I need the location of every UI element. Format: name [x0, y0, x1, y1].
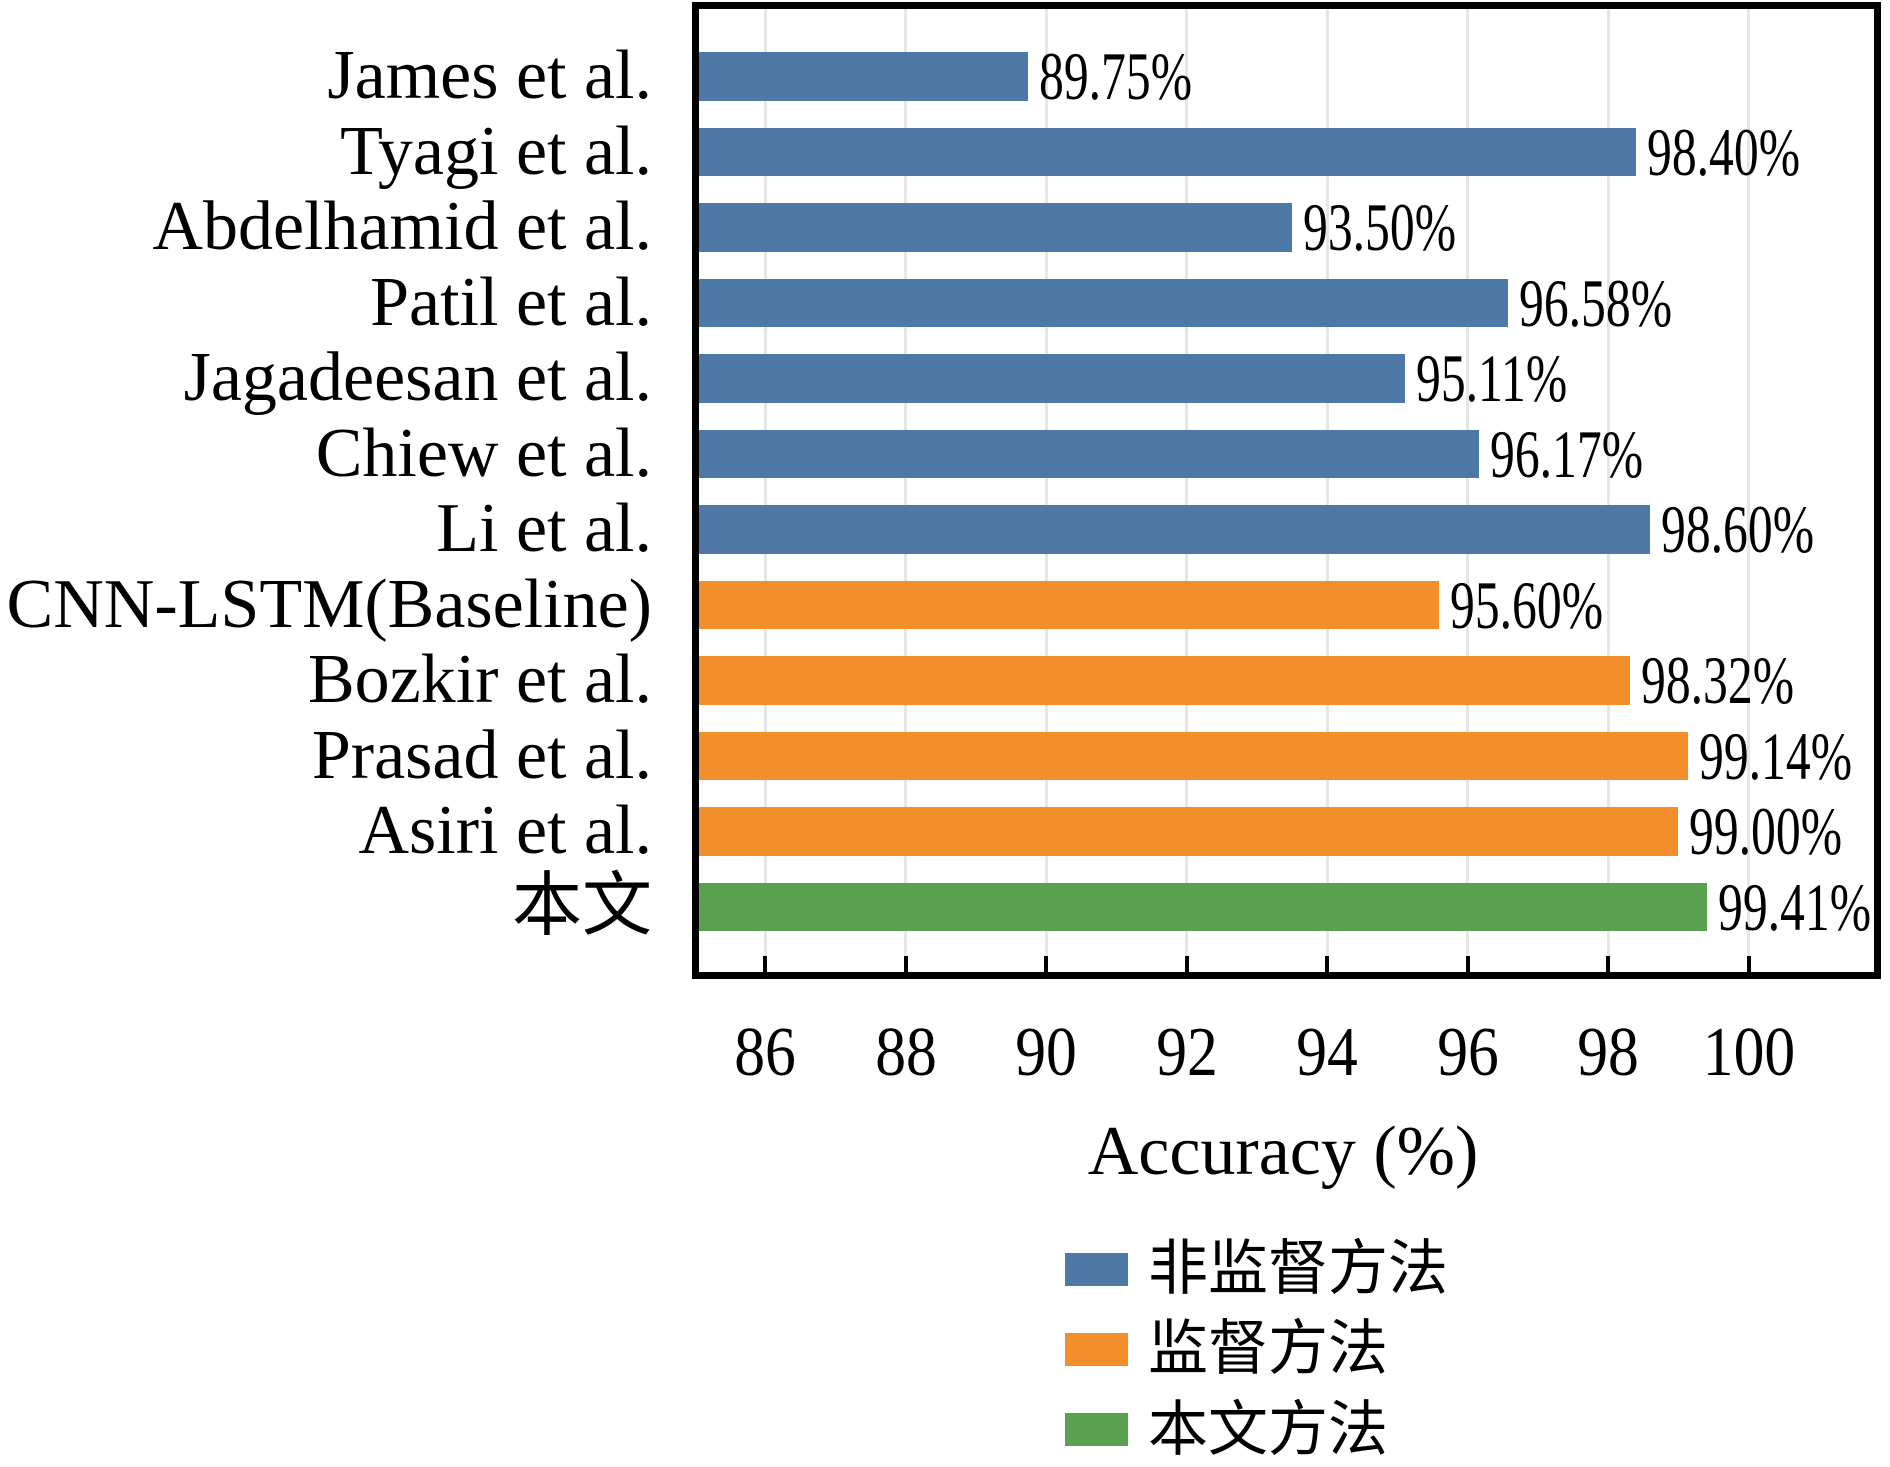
plot-area: 89.75% 98.40% 93.50% 96.58% 95.11% 96.17% 98.6…: [692, 2, 1881, 979]
x-axis-title: Accuracy (%): [1087, 1113, 1479, 1190]
x-tick-label: 86: [734, 1014, 796, 1091]
gridline: [1325, 9, 1329, 972]
bar: [699, 882, 1708, 931]
legend-swatch-proposed: [1065, 1413, 1128, 1447]
bar-value-label: 99.00%: [1689, 793, 1843, 870]
y-axis-label: CNN-LSTM(Baseline): [6, 565, 652, 643]
gridline: [1606, 9, 1610, 972]
y-axis-label: Patil et al.: [370, 263, 652, 341]
x-tick-mark: [1325, 956, 1329, 972]
bar-value-label: 95.11%: [1415, 340, 1568, 417]
gridline: [1747, 9, 1750, 972]
y-axis-label: James et al.: [327, 37, 652, 115]
y-axis-label: Li et al.: [436, 490, 652, 568]
bar-value-label: 96.17%: [1490, 415, 1644, 492]
y-axis-label: Bozkir et al.: [307, 641, 652, 719]
x-tick-label: 96: [1436, 1014, 1499, 1091]
bar: [699, 505, 1651, 554]
y-axis-label: Prasad et al.: [311, 716, 652, 794]
bar: [699, 203, 1292, 252]
x-tick-mark: [903, 956, 908, 972]
x-tick-mark: [1606, 956, 1610, 972]
x-tick-label: 100: [1702, 1014, 1795, 1091]
gridline: [1185, 9, 1188, 972]
bar-value-label: 93.50%: [1302, 189, 1456, 266]
bar-value-label: 98.60%: [1661, 491, 1815, 568]
legend-label-proposed: 本文方法: [1148, 1396, 1388, 1463]
bar-value-label: 96.58%: [1519, 264, 1673, 341]
x-tick-mark: [1465, 956, 1470, 972]
gridline: [904, 9, 907, 972]
bar: [699, 354, 1405, 403]
x-tick-mark: [1746, 956, 1751, 972]
legend-swatch-supervised: [1065, 1332, 1128, 1366]
x-tick-label: 94: [1296, 1014, 1358, 1091]
x-tick-label: 98: [1577, 1014, 1639, 1091]
x-tick-mark: [1184, 956, 1189, 972]
bar-value-label: 98.32%: [1641, 642, 1795, 719]
bar: [699, 52, 1029, 101]
x-tick-label: 90: [1015, 1014, 1077, 1091]
bar: [699, 731, 1689, 780]
y-axis-label: Jagadeesan et al.: [183, 339, 652, 417]
y-axis-label: Abdelhamid et al.: [152, 188, 652, 266]
bar-value-label: 98.40%: [1647, 113, 1801, 190]
x-tick-label: 88: [874, 1014, 937, 1091]
bar: [699, 278, 1509, 327]
y-axis-label: Asiri et al.: [358, 792, 652, 870]
bar-value-label: 99.14%: [1699, 717, 1853, 794]
x-tick-mark: [1044, 956, 1048, 972]
bar-value-label: 99.41%: [1718, 868, 1872, 945]
x-tick-label: 92: [1155, 1014, 1218, 1091]
y-axis-label: Chiew et al.: [315, 414, 652, 492]
legend-label-supervised: 监督方法: [1148, 1316, 1388, 1383]
x-tick-mark: [763, 956, 767, 972]
gridline: [1466, 9, 1469, 972]
bar: [699, 127, 1637, 176]
bar-value-label: 95.60%: [1450, 566, 1604, 643]
bar: [699, 429, 1480, 478]
y-axis-label: Tyagi et al.: [340, 112, 652, 190]
gridline: [1044, 9, 1048, 972]
bar: [699, 656, 1631, 705]
bar: [699, 807, 1679, 856]
y-axis-label: 本文: [512, 867, 652, 945]
bar: [699, 580, 1440, 629]
bar-value-label: 89.75%: [1039, 38, 1193, 115]
legend-swatch-unsupervised: [1065, 1252, 1128, 1286]
legend-label-unsupervised: 非监督方法: [1148, 1236, 1448, 1302]
gridline: [763, 9, 767, 972]
